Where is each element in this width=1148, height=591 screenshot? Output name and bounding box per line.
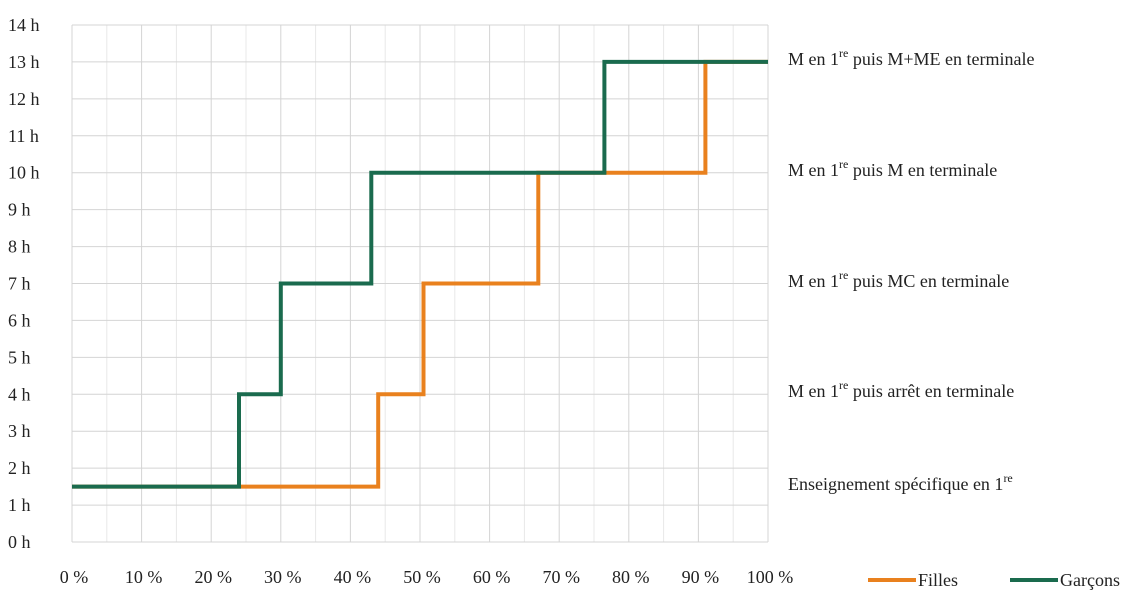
legend-item-garcons: Garçons: [1010, 570, 1120, 590]
y-tick-label: 12 h: [8, 89, 40, 109]
annotation-m-me: M en 1re puis M+ME en terminale: [788, 45, 1035, 69]
x-tick-label: 100 %: [747, 567, 794, 587]
y-tick-label: 7 h: [8, 274, 31, 294]
y-tick-label: 14 h: [8, 15, 40, 35]
legend-swatch-garcons: [1010, 578, 1058, 582]
x-tick-label: 80 %: [612, 567, 650, 587]
y-tick-label: 10 h: [8, 163, 40, 183]
series-line-filles: [72, 59, 768, 489]
y-tick-label: 13 h: [8, 52, 40, 72]
x-tick-label: 30 %: [264, 567, 302, 587]
annotation-arret: M en 1re puis arrêt en terminale: [788, 378, 1015, 402]
legend-swatch-filles: [868, 578, 916, 582]
series-line-garcons: [72, 59, 768, 489]
y-tick-label: 8 h: [8, 237, 31, 257]
x-tick-label: 90 %: [682, 567, 720, 587]
annotation-m: M en 1re puis M en terminale: [788, 156, 998, 180]
x-tick-label: 40 %: [334, 567, 372, 587]
annotation-specifique: Enseignement spécifique en 1re: [788, 470, 1013, 494]
x-tick-label: 60 %: [473, 567, 511, 587]
y-tick-label: 5 h: [8, 347, 31, 367]
x-tick-label: 70 %: [542, 567, 580, 587]
annotation-mc: M en 1re puis MC en terminale: [788, 267, 1010, 291]
y-tick-label: 6 h: [8, 310, 31, 330]
x-tick-label: 0 %: [60, 567, 89, 587]
y-tick-label: 3 h: [8, 421, 31, 441]
y-tick-label: 2 h: [8, 458, 31, 478]
x-tick-label: 10 %: [125, 567, 163, 587]
y-tick-label: 4 h: [8, 384, 31, 404]
legend-label-garcons: Garçons: [1060, 569, 1120, 590]
x-tick-label: 50 %: [403, 567, 441, 587]
legend-item-filles: Filles: [868, 570, 958, 590]
y-tick-label: 11 h: [8, 126, 39, 146]
y-tick-label: 1 h: [8, 495, 31, 515]
y-tick-label: 9 h: [8, 200, 31, 220]
legend-label-filles: Filles: [918, 569, 959, 590]
x-tick-label: 20 %: [194, 567, 232, 587]
y-tick-label: 0 h: [8, 532, 31, 552]
